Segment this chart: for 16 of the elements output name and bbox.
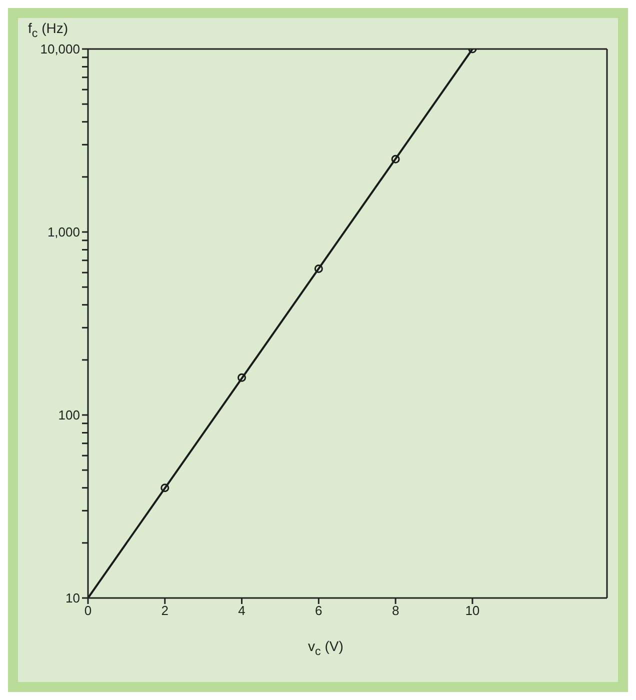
y-axis-title: f$_{c}$ (Hz) (28, 20, 68, 40)
x-axis-title: v$_{c}$ (V) (308, 638, 344, 658)
y-tick-label: 1,000 (47, 224, 80, 240)
x-tick-label: 0 (84, 603, 92, 618)
point (238, 373, 246, 382)
y-tick-label: 100 (58, 408, 80, 423)
y-tick-label: 10 (66, 590, 80, 606)
x-tick-label: 4 (238, 603, 246, 618)
y-tick-label: 10,000 (40, 42, 80, 57)
x-tick-label: 8 (392, 603, 400, 618)
point (314, 264, 323, 273)
x-tick-label: 2 (161, 603, 169, 618)
x-tick-label: 6 (315, 603, 322, 618)
point (160, 484, 170, 492)
x-tick-label: 10 (465, 603, 480, 618)
point (391, 154, 400, 164)
